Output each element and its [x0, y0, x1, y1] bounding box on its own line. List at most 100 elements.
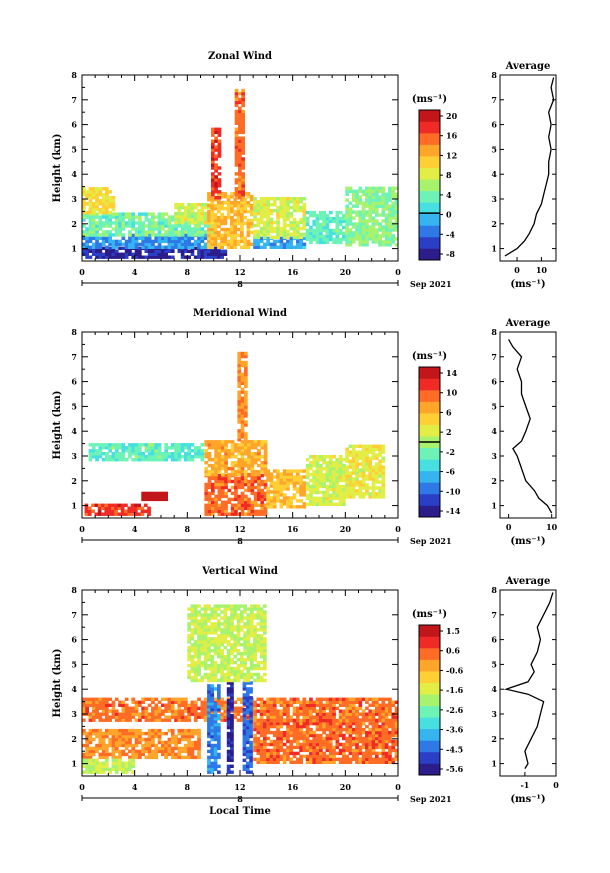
heatmap-cell [101, 221, 106, 225]
heatmap-cell [128, 755, 132, 760]
heatmap-cell [105, 743, 109, 748]
heatmap-cell [207, 770, 211, 774]
heatmap-cell [247, 479, 251, 484]
heatmap-cell [177, 203, 182, 207]
heatmap-cell [375, 757, 379, 761]
heatmap-cell [234, 503, 238, 507]
heatmap-cell [266, 493, 270, 497]
heatmap-cell [230, 699, 234, 703]
heatmap-cell [226, 215, 231, 220]
heatmap-cell [328, 712, 333, 716]
heatmap-cell [250, 469, 255, 474]
heatmap-cell [101, 697, 106, 701]
heatmap-cell [253, 200, 257, 204]
heatmap-cell [292, 706, 297, 710]
heatmap-cell [151, 449, 155, 453]
heatmap-cell [180, 227, 185, 231]
heatmap-cell [237, 393, 242, 397]
average-frame [499, 74, 557, 262]
heatmap-cell [351, 486, 356, 490]
heatmap-cell [200, 252, 205, 256]
heatmap-cell [94, 512, 99, 516]
heatmap-cell [138, 233, 142, 237]
heatmap-cell [388, 186, 392, 190]
heatmap-cell [338, 210, 343, 215]
heatmap-cell [322, 727, 326, 732]
heatmap-cell [282, 197, 287, 201]
heatmap-cell [147, 249, 152, 253]
heatmap-cell [128, 218, 132, 222]
heatmap-cell [180, 709, 185, 713]
heatmap-cell [211, 184, 215, 188]
heatmap-cell [134, 743, 139, 748]
heatmap-cell [101, 503, 105, 507]
heatmap-cell [335, 493, 340, 498]
heatmap-cell [260, 494, 265, 499]
heatmap-cell [170, 236, 175, 241]
heatmap-cell [361, 204, 366, 208]
heatmap-cell [269, 721, 274, 726]
heatmap-cell [296, 697, 300, 701]
heatmap-cell [241, 139, 245, 143]
heatmap-cell [394, 225, 399, 229]
heatmap-cell [381, 760, 386, 764]
heatmap-cell [286, 478, 290, 482]
heatmap-cell [342, 748, 346, 753]
heatmap-cell [348, 213, 353, 217]
heatmap-cell [104, 506, 109, 510]
heatmap-cell [263, 245, 267, 249]
heatmap-cell [121, 212, 126, 216]
heatmap-cell [197, 737, 201, 742]
heatmap-cell [351, 727, 356, 732]
heatmap-cell [233, 221, 238, 226]
heatmap-cell [381, 234, 386, 238]
heatmap-cell [236, 709, 241, 713]
heatmap-cell [244, 497, 248, 502]
heatmap-cell [161, 709, 165, 713]
heatmap-cell [217, 209, 221, 214]
heatmap-cell [240, 405, 245, 409]
heatmap-cell [85, 236, 89, 241]
heatmap-cell [375, 468, 379, 472]
heatmap-cell [187, 675, 191, 680]
heatmap-cell [98, 199, 103, 203]
heatmap-cell [111, 728, 116, 733]
heatmap-cell [138, 212, 142, 216]
heatmap-cell [180, 737, 185, 742]
heatmap-cell [114, 712, 119, 716]
heatmap-cell [351, 754, 356, 759]
heatmap-cell [244, 440, 248, 444]
heatmap-cell [282, 211, 287, 216]
heatmap-cell [98, 187, 103, 191]
heatmap-cell [111, 737, 116, 742]
heatmap-cell [88, 761, 93, 765]
heatmap-cell [378, 715, 382, 719]
heatmap-cell [391, 757, 396, 761]
heatmap-cell [138, 455, 142, 459]
heatmap-cell [236, 209, 241, 214]
heatmap-cell [272, 719, 277, 723]
heatmap-cell [244, 408, 248, 412]
heatmap-cell [157, 255, 162, 259]
heatmap-cell [167, 242, 172, 246]
heatmap-cell [213, 755, 218, 760]
heatmap-cell [325, 700, 330, 704]
heatmap-cell [342, 213, 346, 218]
heatmap-cell [312, 502, 317, 506]
heatmap-cell [338, 733, 343, 738]
heatmap-cell [138, 227, 142, 231]
heatmap-cell [361, 474, 366, 478]
heatmap-cell [371, 736, 376, 741]
heatmap-cell [345, 447, 349, 451]
heatmap-cell [365, 186, 369, 190]
heatmap-cell [157, 455, 162, 459]
heatmap-cell [95, 758, 99, 762]
heatmap-cell [154, 709, 159, 713]
heatmap-cell [234, 148, 239, 152]
heatmap-cell [276, 469, 280, 473]
heatmap-cell [121, 715, 126, 719]
heatmap-cell [371, 216, 376, 220]
heatmap-cell [249, 764, 253, 768]
heatmap-cell [190, 208, 195, 213]
heatmap-cell [187, 224, 191, 228]
